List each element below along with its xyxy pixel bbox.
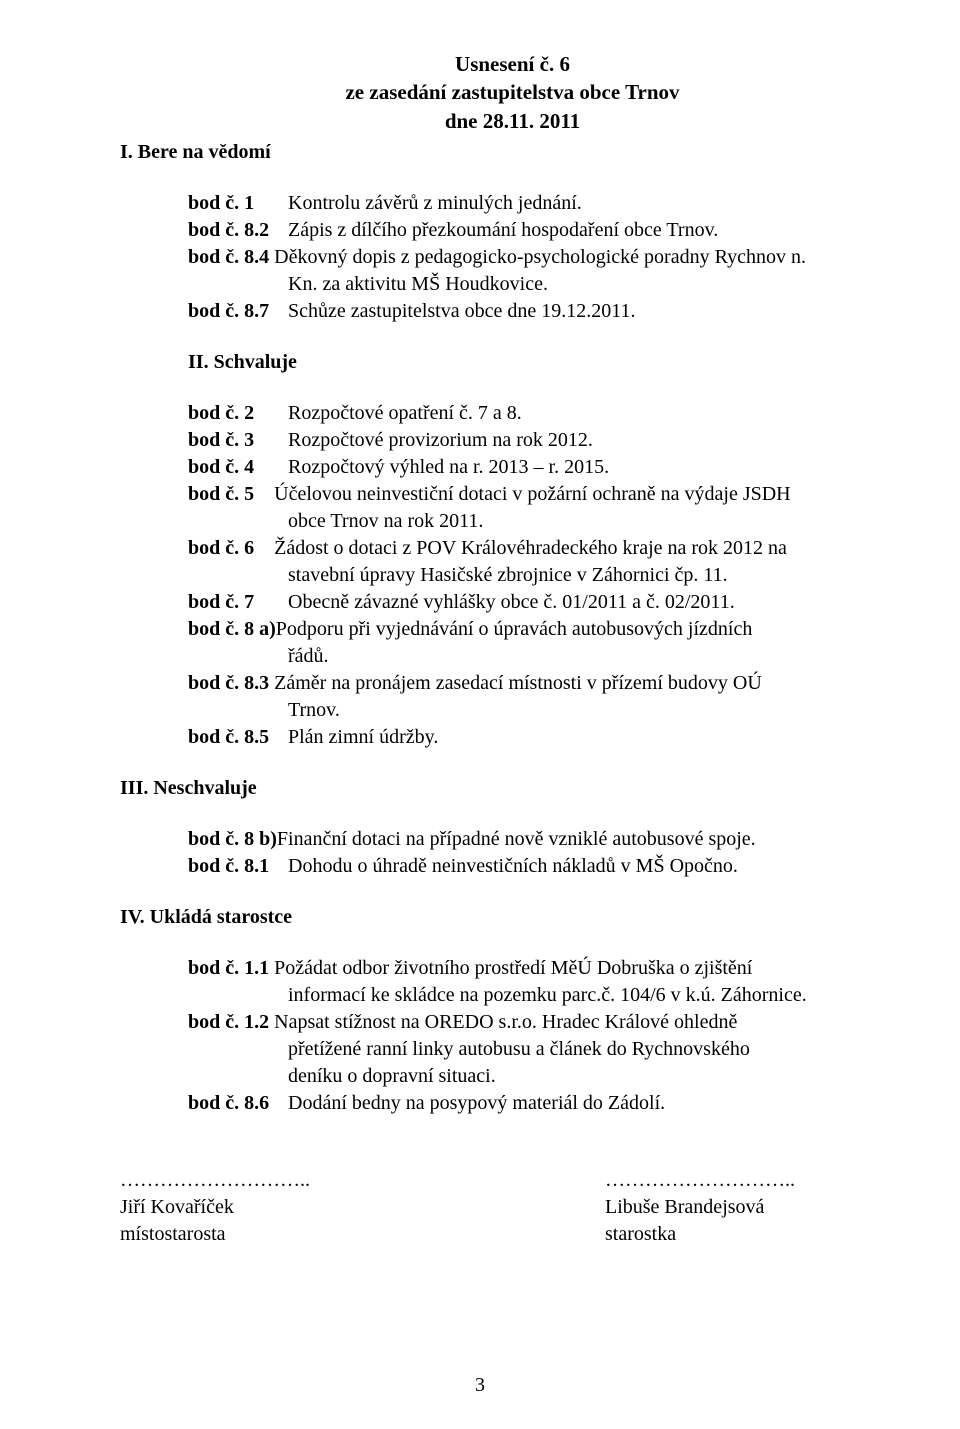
item-text: Požádat odbor životního prostředí MěÚ Do… <box>274 957 752 979</box>
section-1-items-cont: bod č. 8.7 Schůze zastupitelstva obce dn… <box>188 298 865 325</box>
list-item: bod č. 3 Rozpočtové provizorium na rok 2… <box>188 427 865 454</box>
list-item: bod č. 8.4 Děkovný dopis z pedagogicko-p… <box>188 244 865 298</box>
list-item: bod č. 2 Rozpočtové opatření č. 7 a 8. <box>188 400 865 427</box>
section-3-heading: III. Neschvaluje <box>120 775 865 802</box>
signature-dots: ……………………….. <box>120 1167 320 1194</box>
list-item: bod č. 8 a)Podporu při vyjednávání o úpr… <box>188 616 865 670</box>
item-label: bod č. 5 <box>188 483 254 505</box>
item-text-cont: obce Trnov na rok 2011. <box>188 508 865 535</box>
item-text-cont: Trnov. <box>188 699 340 721</box>
item-text: Rozpočtový výhled na r. 2013 – r. 2015. <box>288 454 865 481</box>
item-text: Zápis z dílčího přezkoumání hospodaření … <box>288 217 865 244</box>
section-2-items-cont2: bod č. 8.5 Plán zimní údržby. <box>188 724 865 751</box>
item-text: Rozpočtové opatření č. 7 a 8. <box>288 400 865 427</box>
item-text-cont: přetížené ranní linky autobusu a článek … <box>188 1036 865 1063</box>
page-number: 3 <box>475 1372 485 1399</box>
item-label: bod č. 8.4 <box>188 246 269 268</box>
signature-role: starostka <box>605 1221 805 1248</box>
list-item: bod č. 8.7 Schůze zastupitelstva obce dn… <box>188 298 865 325</box>
signature-dots: ……………………….. <box>605 1167 805 1194</box>
signature-role: místostarosta <box>120 1221 320 1248</box>
item-text: Záměr na pronájem zasedací místnosti v p… <box>274 672 762 694</box>
list-item: bod č. 8.6 Dodání bedny na posypový mate… <box>188 1090 865 1117</box>
item-label: bod č. 8.6 <box>188 1090 288 1117</box>
item-text-cont: Kn. za aktivitu MŠ Houdkovice. <box>188 271 865 298</box>
item-label: bod č. 4 <box>188 454 288 481</box>
header-date: dne 28.11. 2011 <box>160 107 865 135</box>
item-text: Kontrolu závěrů z minulých jednání. <box>288 190 865 217</box>
signature-right: ……………………….. Libuše Brandejsová starostka <box>605 1167 805 1248</box>
item-text: Účelovou neinvestiční dotaci v požární o… <box>274 483 791 505</box>
list-item: bod č. 1 Kontrolu závěrů z minulých jedn… <box>188 190 865 217</box>
header-title: Usnesení č. 6 <box>160 50 865 78</box>
item-text-cont: řádů. <box>188 645 329 667</box>
section-2-heading: II. Schvaluje <box>188 349 865 376</box>
list-item: bod č. 6 Žádost o dotaci z POV Královéhr… <box>188 535 865 589</box>
item-text: Obecně závazné vyhlášky obce č. 01/2011 … <box>288 589 865 616</box>
item-text: Podporu při vyjednávání o úpravách autob… <box>276 618 753 640</box>
signature-left: ……………………….. Jiří Kovaříček místostarosta <box>120 1167 320 1248</box>
section-3-items: bod č. 8.1 Dohodu o úhradě neinvestičníc… <box>188 853 865 880</box>
item-text: Finanční dotaci na případné nově vzniklé… <box>277 828 756 850</box>
item-label: bod č. 8.7 <box>188 298 288 325</box>
list-item: bod č. 8.1 Dohodu o úhradě neinvestičníc… <box>188 853 865 880</box>
section-4-heading: IV. Ukládá starostce <box>120 904 865 931</box>
list-item: bod č. 4 Rozpočtový výhled na r. 2013 – … <box>188 454 865 481</box>
item-label: bod č. 8 b) <box>188 828 277 850</box>
list-item: bod č. 8 b)Finanční dotaci na případné n… <box>188 826 865 853</box>
item-label: bod č. 2 <box>188 400 288 427</box>
item-text: Žádost o dotaci z POV Královéhradeckého … <box>274 537 787 559</box>
section-1-items: bod č. 1 Kontrolu závěrů z minulých jedn… <box>188 190 865 244</box>
document-header: Usnesení č. 6 ze zasedání zastupitelstva… <box>160 50 865 135</box>
signature-name: Jiří Kovaříček <box>120 1194 320 1221</box>
item-label: bod č. 8 a) <box>188 618 276 640</box>
item-text-cont: informací ke skládce na pozemku parc.č. … <box>188 982 865 1009</box>
item-label: bod č. 3 <box>188 427 288 454</box>
item-text: Dohodu o úhradě neinvestičních nákladů v… <box>288 853 865 880</box>
item-label: bod č. 8.3 <box>188 672 269 694</box>
item-text-cont: deníku o dopravní situaci. <box>188 1063 865 1090</box>
item-label: bod č. 8.5 <box>188 724 288 751</box>
item-label: bod č. 8.1 <box>188 853 288 880</box>
item-label: bod č. 1.2 <box>188 1011 269 1033</box>
section-2-items-cont: bod č. 7 Obecně závazné vyhlášky obce č.… <box>188 589 865 616</box>
signature-row: ……………………….. Jiří Kovaříček místostarosta… <box>120 1167 865 1248</box>
item-label: bod č. 1.1 <box>188 957 269 979</box>
list-item: bod č. 1.2 Napsat stížnost na OREDO s.r.… <box>188 1009 865 1090</box>
item-text: Dodání bedny na posypový materiál do Zád… <box>288 1090 865 1117</box>
list-item: bod č. 7 Obecně závazné vyhlášky obce č.… <box>188 589 865 616</box>
item-label: bod č. 7 <box>188 589 288 616</box>
list-item: bod č. 1.1 Požádat odbor životního prost… <box>188 955 865 1009</box>
item-label: bod č. 6 <box>188 537 254 559</box>
list-item: bod č. 8.3 Záměr na pronájem zasedací mí… <box>188 670 865 724</box>
section-2-items: bod č. 2 Rozpočtové opatření č. 7 a 8. b… <box>188 400 865 481</box>
section-4-items: bod č. 8.6 Dodání bedny na posypový mate… <box>188 1090 865 1117</box>
item-text: Rozpočtové provizorium na rok 2012. <box>288 427 865 454</box>
signature-name: Libuše Brandejsová <box>605 1194 805 1221</box>
section-1-heading: I. Bere na vědomí <box>120 139 865 166</box>
list-item: bod č. 5 Účelovou neinvestiční dotaci v … <box>188 481 865 535</box>
item-text: Plán zimní údržby. <box>288 724 865 751</box>
item-text: Schůze zastupitelstva obce dne 19.12.201… <box>288 298 865 325</box>
item-label: bod č. 8.2 <box>188 217 288 244</box>
item-text: Napsat stížnost na OREDO s.r.o. Hradec K… <box>274 1011 737 1033</box>
list-item: bod č. 8.5 Plán zimní údržby. <box>188 724 865 751</box>
item-text-cont: stavební úpravy Hasičské zbrojnice v Záh… <box>188 562 865 589</box>
item-label: bod č. 1 <box>188 190 288 217</box>
list-item: bod č. 8.2 Zápis z dílčího přezkoumání h… <box>188 217 865 244</box>
header-subtitle: ze zasedání zastupitelstva obce Trnov <box>160 78 865 106</box>
item-text: Děkovný dopis z pedagogicko-psychologick… <box>274 246 806 268</box>
